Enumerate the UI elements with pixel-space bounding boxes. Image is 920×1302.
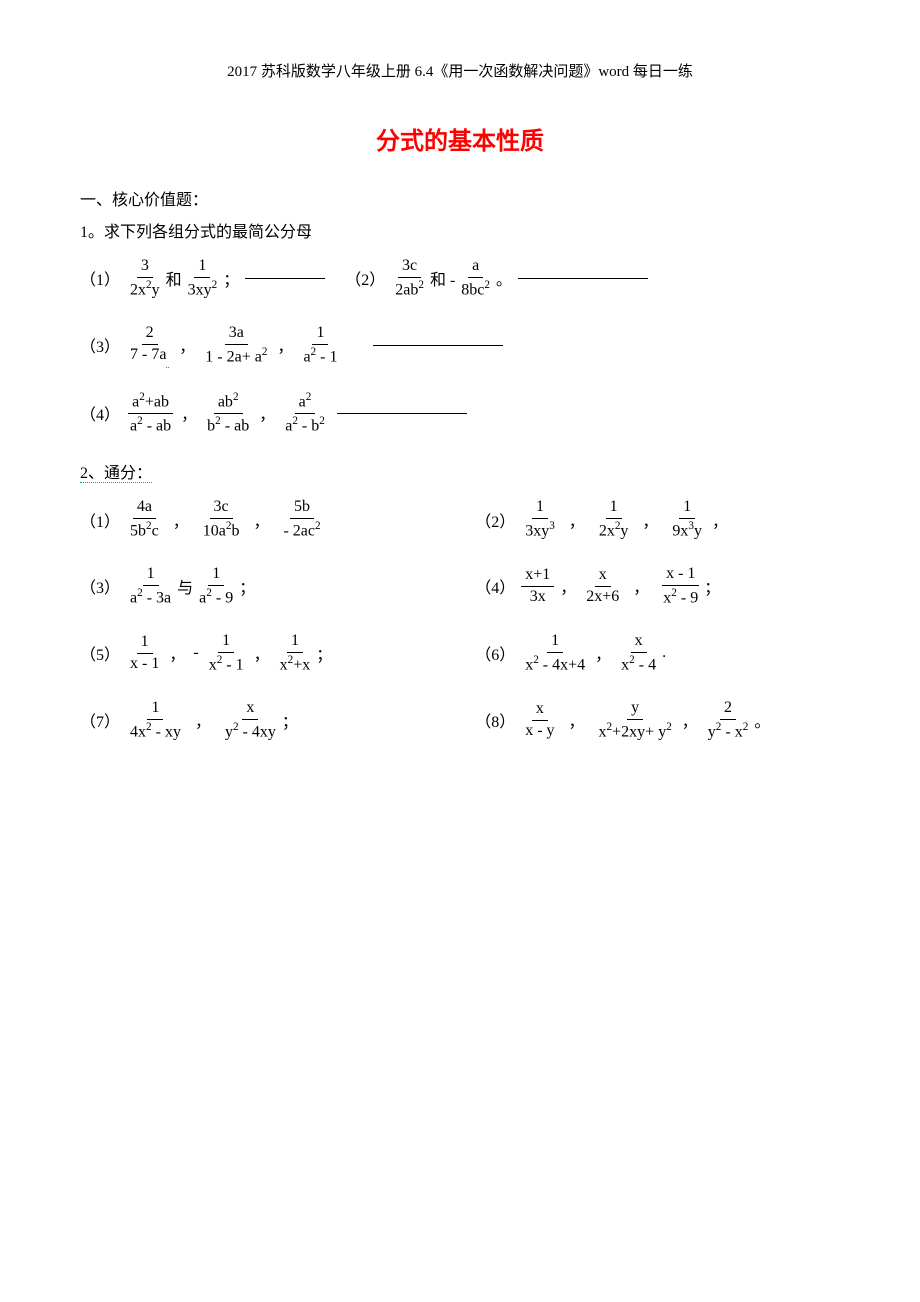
blank-line	[518, 278, 648, 279]
text: ；	[316, 641, 332, 665]
fraction: 1 x - 1	[126, 632, 163, 675]
text: ，	[633, 574, 649, 598]
item-num: （7）	[80, 708, 120, 732]
fraction: 3c 10a2b	[199, 497, 244, 542]
text: ；	[239, 574, 255, 598]
text: ，	[254, 641, 270, 665]
fraction: 1 2x2y	[595, 497, 633, 542]
fraction: a2 a2 - b2	[281, 390, 329, 437]
fraction: 1 3xy2	[184, 256, 222, 301]
text: -	[193, 644, 198, 662]
fraction: 1 x2 - 4x+4	[521, 631, 589, 676]
q1-row-4: （4） a2+ab a2 - ab ， ab2 b2 - ab ， a2 a2 …	[80, 390, 840, 437]
fraction: 1 9x3y	[668, 497, 706, 542]
fraction: y x2+2xy+ y2	[595, 698, 676, 743]
fraction: 1 x2+x	[276, 631, 315, 676]
item-num: （6）	[475, 641, 515, 665]
q1-row-3: （3） 2 7 - 7a ， 3a 1 - 2a+ a2 ， 1 a2 - 1	[80, 323, 840, 368]
text: ，	[169, 641, 185, 665]
item-num: （2）	[475, 508, 515, 532]
q2-row-5-6: （5） 1 x - 1 ， - 1 x2 - 1 ， 1 x2+x ； （6） …	[80, 631, 840, 676]
text: 。	[496, 266, 512, 290]
fraction: x x2 - 4	[617, 631, 660, 676]
item-num: （3）	[80, 333, 120, 357]
text: ；	[282, 708, 298, 732]
text: ，	[173, 508, 189, 532]
text: ，	[712, 508, 728, 532]
text: ，	[595, 641, 611, 665]
text: ，	[259, 401, 275, 425]
text: ；	[223, 266, 239, 290]
text: ，	[253, 508, 269, 532]
item-num: （4）	[80, 401, 120, 425]
text: ，	[569, 508, 585, 532]
item-num: （2）	[345, 266, 385, 290]
q2-row-1-2: （1） 4a 5b2c ， 3c 10a2b ， 5b - 2ac2 （2） 1…	[80, 497, 840, 542]
item-num: （1）	[80, 508, 120, 532]
text: ，	[179, 333, 195, 357]
text: 。	[754, 708, 770, 732]
fraction: a 8bc2	[457, 256, 494, 301]
text: .	[662, 644, 666, 662]
fraction: 2 7 - 7a	[126, 323, 173, 368]
item-num: （3）	[80, 574, 120, 598]
q2-row-3-4: （3） 1 a2 - 3a 与 1 a2 - 9 ； （4） x+1 3x ， …	[80, 564, 840, 609]
fraction: x 2x+6	[582, 565, 623, 608]
fraction: x y2 - 4xy	[221, 698, 280, 743]
fraction: 3a 1 - 2a+ a2	[201, 323, 271, 368]
q1-row-1-2: （1） 3 2x2y 和 1 3xy2 ； （2） 3c 2ab2 和 - a …	[80, 256, 840, 301]
text: ，	[642, 508, 658, 532]
fraction: x - 1 x2 - 9	[659, 564, 702, 609]
fraction: 4a 5b2c	[126, 497, 163, 542]
text: ；	[704, 574, 720, 598]
fraction: 1 a2 - 3a	[126, 564, 175, 609]
text: ，	[560, 574, 576, 598]
fraction: 1 a2 - 9	[195, 564, 237, 609]
fraction: 2 y2 - x2	[704, 698, 753, 743]
fraction: 1 3xy3	[521, 497, 559, 542]
q2-row-7-8: （7） 1 4x2 - xy ， x y2 - 4xy ； （8） x x - …	[80, 698, 840, 743]
main-title: 分式的基本性质	[80, 121, 840, 156]
item-num: （5）	[80, 641, 120, 665]
text: ，	[277, 333, 293, 357]
blank-line	[245, 278, 325, 279]
text: ，	[195, 708, 211, 732]
fraction: 1 4x2 - xy	[126, 698, 185, 743]
item-num: （4）	[475, 574, 515, 598]
fraction: x x - y	[521, 699, 558, 742]
fraction: a2+ab a2 - ab	[126, 390, 175, 437]
fraction: 5b - 2ac2	[279, 497, 324, 542]
page-header: 2017 苏科版数学八年级上册 6.4《用一次函数解决问题》word 每日一练	[80, 60, 840, 81]
text: ，	[181, 401, 197, 425]
fraction: 1 x2 - 1	[205, 631, 248, 676]
section-heading: 一、核心价值题：	[80, 186, 840, 210]
fraction: ab2 b2 - ab	[203, 390, 253, 437]
fraction: 3c 2ab2	[391, 256, 428, 301]
question-1: 1。求下列各组分式的最简公分母	[80, 218, 840, 242]
blank-line	[337, 413, 467, 414]
text: 和 -	[430, 266, 455, 290]
fraction: 1 a2 - 1	[299, 323, 341, 368]
text: 与	[177, 574, 193, 598]
question-2: 2、通分：	[80, 459, 840, 483]
blank-line	[373, 345, 503, 346]
fraction: 3 2x2y	[126, 256, 164, 301]
text: ，	[569, 708, 585, 732]
text: 和	[166, 266, 182, 290]
item-num: （1）	[80, 266, 120, 290]
item-num: （8）	[475, 708, 515, 732]
text: ，	[682, 708, 698, 732]
fraction: x+1 3x	[521, 565, 554, 608]
